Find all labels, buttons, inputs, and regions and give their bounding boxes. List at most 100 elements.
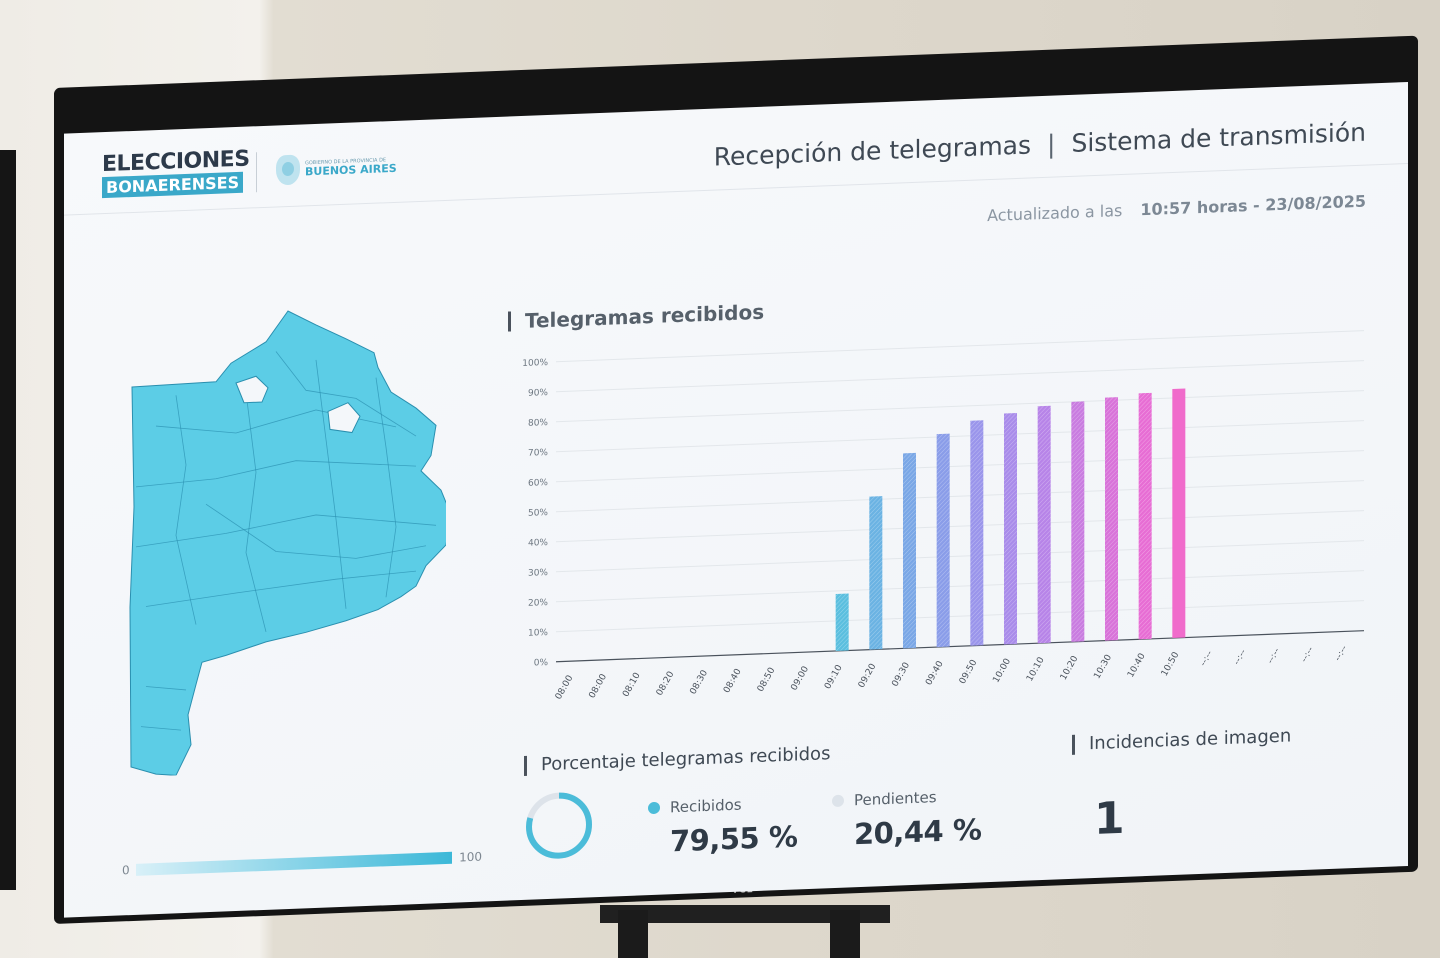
- x-tick-label: --:--: [1232, 648, 1249, 667]
- y-tick-label: 40%: [528, 538, 548, 549]
- update-timestamp: Actualizado a las 10:57 horas - 23/08/202…: [987, 192, 1366, 226]
- tv-stand-leg-left: [618, 910, 648, 958]
- y-tick-label: 50%: [528, 508, 548, 519]
- gridline: [556, 330, 1364, 363]
- district-border: [375, 377, 397, 598]
- x-tick-label: 09:50: [958, 658, 980, 686]
- dashboard-screen: ELECCIONES BONAERENSES GOBIERNO DE LA PR…: [64, 81, 1408, 918]
- province-map: [129, 310, 446, 776]
- map-legend: 0 100: [122, 848, 482, 882]
- y-tick-label: 30%: [528, 568, 548, 579]
- x-tick-label: 08:00: [554, 674, 576, 702]
- chart-bar: [835, 593, 849, 651]
- gridline: [556, 390, 1364, 423]
- x-tick-label: --:--: [1333, 644, 1350, 663]
- x-tick-label: 09:00: [789, 665, 811, 693]
- chart-bar: [1004, 413, 1017, 645]
- district-border: [175, 395, 197, 625]
- x-tick-label: 08:40: [722, 667, 744, 695]
- x-tick-label: 09:40: [924, 659, 946, 687]
- legend-max: 100: [459, 849, 482, 865]
- province-shape: [129, 310, 446, 776]
- lagoon-shape: [327, 402, 361, 434]
- district-border: [245, 392, 267, 632]
- pending-stat: Pendientes 20,44 %: [832, 786, 981, 852]
- chart-bar: [1037, 405, 1051, 644]
- gov-big-text: BUENOS AIRES: [305, 161, 397, 179]
- chart-bar: [903, 452, 916, 649]
- x-tick-label: 08:20: [655, 670, 677, 698]
- district-border: [140, 726, 182, 731]
- received-value: 79,55 %: [670, 819, 798, 859]
- y-tick-label: 100%: [522, 358, 548, 369]
- district-border: [205, 503, 427, 559]
- gov-logo: GOBIERNO DE LA PROVINCIA DE BUENOS AIRES: [276, 151, 397, 186]
- x-tick-label: --:--: [1198, 649, 1215, 668]
- side-monitor: [0, 150, 16, 890]
- chart-bar: [936, 433, 950, 648]
- lagoon-shape: [235, 375, 269, 404]
- gridline: [556, 480, 1364, 513]
- chart-bar: [970, 420, 984, 646]
- elecciones-logo: ELECCIONES BONAERENSES: [102, 146, 250, 199]
- header: ELECCIONES BONAERENSES GOBIERNO DE LA PR…: [64, 81, 1408, 216]
- district-border: [135, 514, 437, 548]
- logo-divider: [256, 152, 257, 193]
- x-tick-label: 10:50: [1160, 650, 1182, 678]
- gridline: [556, 420, 1364, 453]
- district-border: [145, 686, 187, 691]
- page-title: Recepción de telegramas | Sistema de trans…: [714, 118, 1366, 172]
- gridline: [556, 450, 1364, 483]
- x-tick-label: 10:10: [1025, 655, 1047, 683]
- gridline: [556, 600, 1364, 633]
- gridline: [556, 510, 1364, 543]
- received-donut-chart: [526, 792, 592, 859]
- x-tick-label: --:--: [1299, 645, 1316, 664]
- district-border: [145, 570, 417, 607]
- chart-bar: [869, 496, 883, 650]
- gridline: [556, 570, 1364, 603]
- y-tick-label: 70%: [528, 448, 548, 459]
- percentage-section-title: Porcentaje telegramas recibidos: [524, 743, 831, 776]
- x-tick-label: 10:00: [991, 657, 1013, 685]
- y-tick-label: 0%: [534, 658, 549, 669]
- chart-section-title: Telegramas recibidos: [508, 300, 765, 333]
- legend-gradient: [136, 851, 452, 876]
- district-border: [275, 351, 417, 437]
- y-tick-label: 60%: [528, 478, 548, 489]
- x-tick-label: 08:50: [756, 666, 778, 694]
- x-tick-label: 08:30: [688, 668, 710, 696]
- x-axis-line: [556, 630, 1364, 663]
- updated-value: 10:57 horas - 23/08/2025: [1140, 191, 1366, 220]
- chart-bar: [1071, 401, 1085, 642]
- y-tick-label: 80%: [528, 418, 548, 429]
- chart-bar: [1172, 388, 1186, 639]
- chart-bar: [1138, 392, 1152, 640]
- x-tick-label: 09:20: [857, 662, 879, 690]
- x-tick-label: 08:00: [587, 672, 609, 700]
- donut-received-arc: [526, 792, 592, 859]
- x-tick-label: 10:40: [1126, 652, 1148, 680]
- x-tick-label: 09:30: [890, 661, 912, 689]
- gridline: [556, 360, 1364, 393]
- logo-bottom-text: BONAERENSES: [102, 171, 244, 199]
- incidents-value: 1: [1094, 792, 1125, 846]
- pending-label: Pendientes: [854, 788, 937, 810]
- pending-dot-icon: [832, 794, 844, 808]
- received-label: Recibidos: [670, 795, 742, 817]
- pending-value: 20,44 %: [854, 812, 982, 852]
- gridline: [556, 540, 1364, 573]
- incidents-section-title: Incidencias de imagen: [1072, 725, 1292, 755]
- province-emblem-icon: [276, 154, 300, 186]
- title-separator: |: [1047, 129, 1056, 159]
- district-borders: [135, 351, 437, 731]
- chart-bar: [1105, 397, 1118, 641]
- legend-min: 0: [122, 863, 130, 878]
- y-tick-label: 90%: [528, 388, 548, 399]
- received-dot-icon: [648, 801, 660, 815]
- updated-label: Actualizado a las: [987, 200, 1123, 226]
- title-right: Sistema de transmisión: [1071, 117, 1366, 158]
- tv-stand-leg-right: [830, 910, 860, 958]
- tv-frame: TCL ELECCIONES BONAERENSES GOBIERNO DE L…: [54, 35, 1418, 925]
- x-tick-label: 10:30: [1092, 653, 1114, 681]
